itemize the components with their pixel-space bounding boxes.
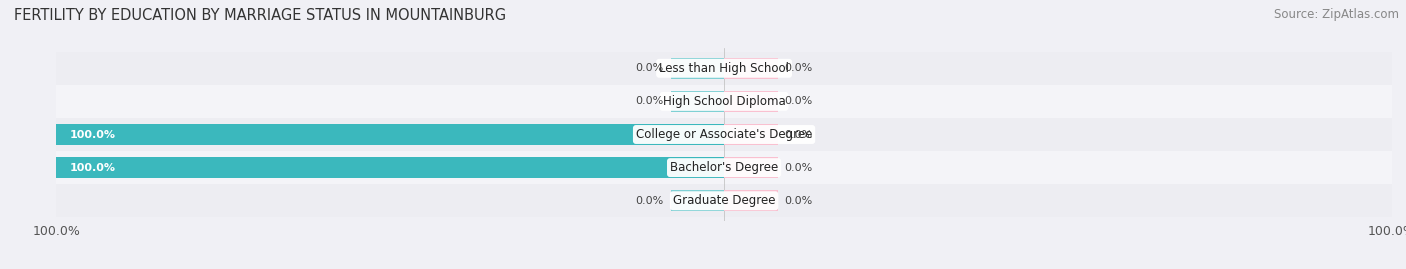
Text: 0.0%: 0.0% bbox=[636, 196, 664, 206]
Bar bbox=[56, 157, 724, 178]
Text: 100.0%: 100.0% bbox=[69, 162, 115, 173]
Text: 0.0%: 0.0% bbox=[785, 162, 813, 173]
Text: 0.0%: 0.0% bbox=[636, 96, 664, 107]
Bar bbox=[56, 85, 1392, 118]
Bar bbox=[724, 91, 778, 112]
Text: College or Associate's Degree: College or Associate's Degree bbox=[636, 128, 813, 141]
Bar bbox=[56, 52, 1392, 85]
Text: Less than High School: Less than High School bbox=[659, 62, 789, 75]
Bar bbox=[671, 58, 724, 79]
Bar bbox=[724, 157, 778, 178]
Text: Graduate Degree: Graduate Degree bbox=[673, 194, 775, 207]
Text: 0.0%: 0.0% bbox=[785, 96, 813, 107]
Text: High School Diploma: High School Diploma bbox=[662, 95, 786, 108]
Text: 0.0%: 0.0% bbox=[785, 129, 813, 140]
Bar bbox=[671, 190, 724, 211]
Bar bbox=[724, 190, 778, 211]
Bar bbox=[724, 124, 778, 145]
Text: 0.0%: 0.0% bbox=[636, 63, 664, 73]
Text: 0.0%: 0.0% bbox=[785, 63, 813, 73]
Bar bbox=[56, 118, 1392, 151]
Bar bbox=[56, 184, 1392, 217]
Text: 100.0%: 100.0% bbox=[69, 129, 115, 140]
Text: Source: ZipAtlas.com: Source: ZipAtlas.com bbox=[1274, 8, 1399, 21]
Bar bbox=[56, 151, 1392, 184]
Bar bbox=[724, 58, 778, 79]
Text: 0.0%: 0.0% bbox=[785, 196, 813, 206]
Text: Bachelor's Degree: Bachelor's Degree bbox=[671, 161, 778, 174]
Bar bbox=[671, 91, 724, 112]
Text: FERTILITY BY EDUCATION BY MARRIAGE STATUS IN MOUNTAINBURG: FERTILITY BY EDUCATION BY MARRIAGE STATU… bbox=[14, 8, 506, 23]
Bar bbox=[56, 124, 724, 145]
